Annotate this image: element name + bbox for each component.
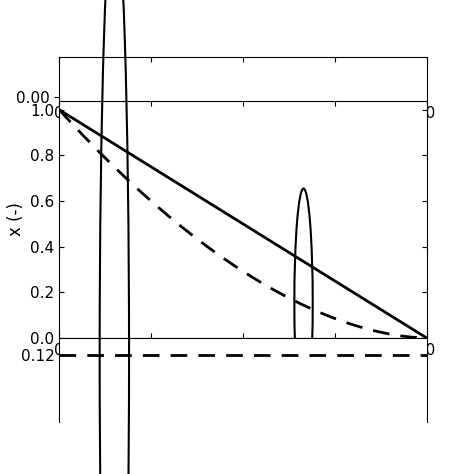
X-axis label: Time (d): Time (d)	[208, 122, 278, 140]
X-axis label: Time (d): Time (d)	[208, 364, 278, 381]
Text: (c): (c)	[231, 381, 255, 399]
Y-axis label: x (-): x (-)	[7, 202, 25, 236]
Text: (b): (b)	[230, 127, 255, 145]
